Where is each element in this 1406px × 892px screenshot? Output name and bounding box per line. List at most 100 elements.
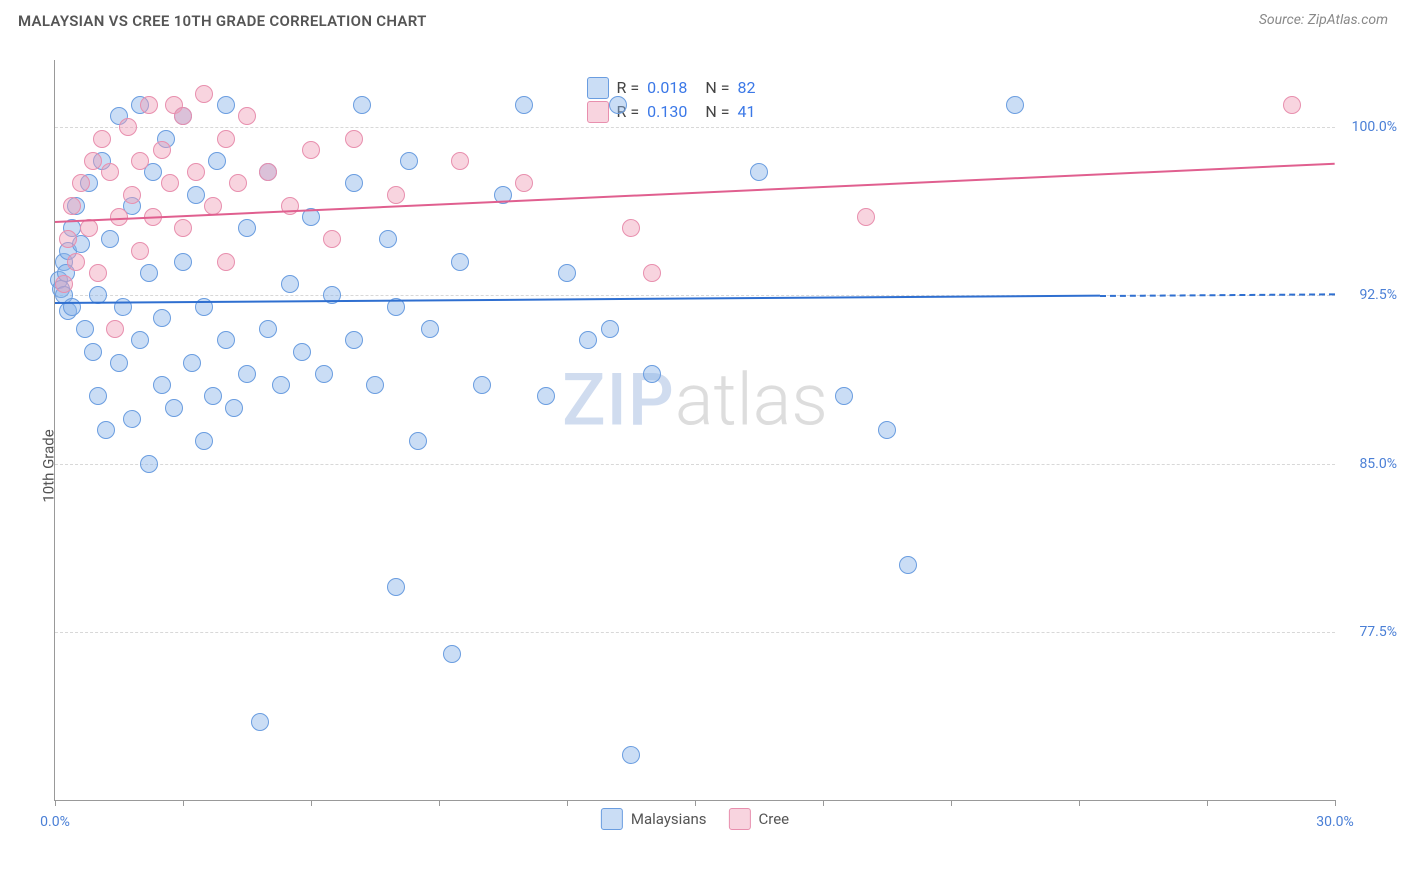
- data-point: [515, 174, 533, 192]
- watermark-atlas: atlas: [675, 358, 828, 443]
- y-tick-label: 77.5%: [1342, 624, 1397, 640]
- data-point: [72, 174, 90, 192]
- legend-item: Malaysians: [601, 808, 707, 830]
- legend-series: Malaysians Cree: [601, 808, 789, 830]
- data-point: [238, 365, 256, 383]
- data-point: [217, 253, 235, 271]
- x-tick: [1079, 800, 1080, 806]
- data-point: [174, 219, 192, 237]
- data-point: [451, 253, 469, 271]
- legend-n-value: 41: [738, 100, 756, 124]
- data-point: [89, 387, 107, 405]
- data-point: [238, 107, 256, 125]
- legend-swatch: [601, 808, 623, 830]
- data-point: [106, 320, 124, 338]
- y-tick-label: 85.0%: [1342, 456, 1397, 472]
- data-point: [110, 354, 128, 372]
- x-tick: [1207, 800, 1208, 806]
- data-point: [131, 152, 149, 170]
- data-point: [409, 432, 427, 450]
- legend-item-label: Malaysians: [631, 810, 707, 828]
- data-point: [195, 432, 213, 450]
- data-point: [1006, 96, 1024, 114]
- data-point: [353, 96, 371, 114]
- data-point: [609, 96, 627, 114]
- data-point: [123, 186, 141, 204]
- data-point: [97, 421, 115, 439]
- data-point: [387, 578, 405, 596]
- data-point: [601, 320, 619, 338]
- legend-r-value: 0.018: [647, 76, 687, 100]
- data-point: [899, 556, 917, 574]
- x-tick-label: 0.0%: [40, 814, 70, 830]
- chart-container: 10th Grade ZIPatlas R =0.018N =82R =0.13…: [0, 40, 1406, 892]
- data-point: [345, 331, 363, 349]
- data-point: [473, 376, 491, 394]
- data-point: [174, 107, 192, 125]
- legend-stat-row: R =0.018N =82: [587, 76, 756, 100]
- data-point: [259, 163, 277, 181]
- data-point: [123, 410, 141, 428]
- y-tick-label: 92.5%: [1342, 287, 1397, 303]
- gridline: [55, 127, 1335, 128]
- data-point: [140, 96, 158, 114]
- data-point: [165, 399, 183, 417]
- data-point: [84, 152, 102, 170]
- data-point: [101, 230, 119, 248]
- data-point: [259, 320, 277, 338]
- data-point: [251, 713, 269, 731]
- data-point: [131, 331, 149, 349]
- source-label: Source: ZipAtlas.com: [1259, 12, 1388, 28]
- data-point: [293, 343, 311, 361]
- data-point: [878, 421, 896, 439]
- data-point: [345, 174, 363, 192]
- data-point: [379, 230, 397, 248]
- data-point: [451, 152, 469, 170]
- data-point: [302, 141, 320, 159]
- data-point: [131, 242, 149, 260]
- x-tick: [55, 800, 56, 806]
- data-point: [857, 208, 875, 226]
- data-point: [59, 230, 77, 248]
- data-point: [84, 343, 102, 361]
- x-tick: [951, 800, 952, 806]
- data-point: [119, 118, 137, 136]
- x-tick: [823, 800, 824, 806]
- data-point: [537, 387, 555, 405]
- legend-item: Cree: [729, 808, 790, 830]
- data-point: [217, 331, 235, 349]
- data-point: [63, 298, 81, 316]
- data-point: [217, 130, 235, 148]
- data-point: [153, 309, 171, 327]
- x-tick: [311, 800, 312, 806]
- data-point: [515, 96, 533, 114]
- data-point: [643, 365, 661, 383]
- data-point: [89, 264, 107, 282]
- data-point: [204, 197, 222, 215]
- data-point: [835, 387, 853, 405]
- x-tick: [567, 800, 568, 806]
- data-point: [76, 320, 94, 338]
- data-point: [579, 331, 597, 349]
- x-tick: [439, 800, 440, 806]
- data-point: [558, 264, 576, 282]
- data-point: [208, 152, 226, 170]
- data-point: [153, 141, 171, 159]
- data-point: [195, 85, 213, 103]
- y-tick-label: 100.0%: [1342, 119, 1397, 135]
- data-point: [67, 253, 85, 271]
- data-point: [217, 96, 235, 114]
- data-point: [643, 264, 661, 282]
- data-point: [281, 275, 299, 293]
- data-point: [55, 275, 73, 293]
- data-point: [272, 376, 290, 394]
- watermark: ZIPatlas: [562, 358, 828, 443]
- data-point: [140, 455, 158, 473]
- data-point: [366, 376, 384, 394]
- data-point: [750, 163, 768, 181]
- gridline: [55, 464, 1335, 465]
- data-point: [345, 130, 363, 148]
- data-point: [187, 163, 205, 181]
- trend-line: [55, 163, 1335, 223]
- data-point: [443, 645, 461, 663]
